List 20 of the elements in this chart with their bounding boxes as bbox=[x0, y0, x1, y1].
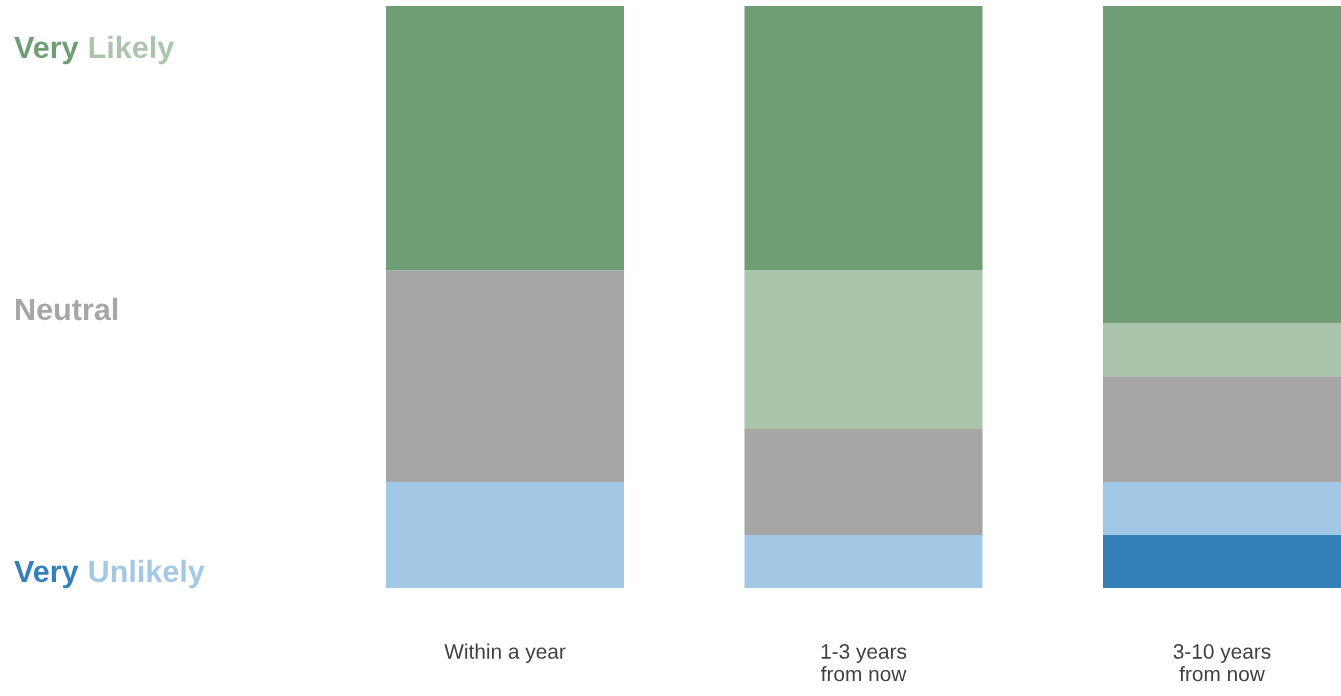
bar bbox=[1102, 6, 1341, 324]
text: Likely bbox=[89, 35, 175, 65]
bar bbox=[744, 6, 983, 271]
bar bbox=[386, 6, 625, 271]
bar bbox=[744, 270, 983, 430]
x-tick-label: 3-10 years from now bbox=[1173, 644, 1271, 682]
bar bbox=[744, 429, 983, 536]
bar bbox=[1102, 535, 1341, 588]
bar bbox=[386, 482, 625, 588]
bar bbox=[744, 535, 983, 588]
text: Very bbox=[14, 560, 79, 589]
text: Unlikely bbox=[89, 559, 205, 589]
bar bbox=[386, 270, 625, 483]
bar bbox=[1102, 376, 1341, 483]
bar bbox=[1102, 482, 1341, 536]
text: Neutral bbox=[16, 297, 118, 321]
x-tick-label: 1-3 years from now bbox=[820, 644, 907, 682]
bar bbox=[1102, 323, 1341, 377]
text: Very bbox=[14, 36, 79, 65]
x-tick-label: Within a year bbox=[444, 643, 566, 663]
